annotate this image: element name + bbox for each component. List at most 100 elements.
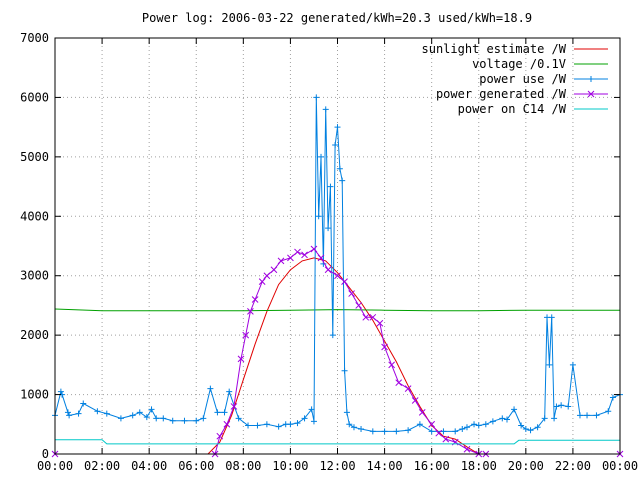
series-0 <box>55 257 620 455</box>
data-point <box>287 254 294 262</box>
x-tick-label: 00:00 <box>602 459 638 473</box>
data-point <box>511 406 518 413</box>
data-point <box>404 385 412 392</box>
data-point <box>263 421 270 428</box>
x-tick-label: 12:00 <box>319 459 355 473</box>
data-point <box>541 415 548 422</box>
data-point <box>405 427 412 434</box>
data-point <box>160 415 167 422</box>
x-tick-label: 22:00 <box>555 459 591 473</box>
data-point <box>221 409 228 416</box>
data-point <box>237 355 245 363</box>
data-point <box>287 421 294 428</box>
data-point <box>181 417 188 424</box>
data-point <box>381 428 388 435</box>
data-point <box>317 254 325 262</box>
data-point <box>584 412 591 419</box>
x-tick-label: 18:00 <box>461 459 497 473</box>
data-point <box>308 406 315 413</box>
data-point <box>327 183 334 190</box>
legend-label: sunlight estimate /W <box>422 42 567 56</box>
data-point <box>428 420 436 428</box>
data-point <box>329 332 336 339</box>
data-point <box>193 417 200 424</box>
data-point <box>223 420 231 428</box>
data-point <box>369 428 376 435</box>
data-point <box>57 388 64 395</box>
data-point <box>322 106 329 113</box>
data-point <box>310 418 317 425</box>
data-point <box>169 417 176 424</box>
data-point <box>80 400 87 407</box>
x-tick-label: 14:00 <box>367 459 403 473</box>
data-point <box>440 428 447 435</box>
data-point <box>275 423 282 430</box>
data-point <box>294 420 301 427</box>
x-tick-label: 02:00 <box>84 459 120 473</box>
data-point <box>226 388 233 395</box>
data-point <box>310 245 318 253</box>
data-point <box>251 296 259 303</box>
data-point <box>216 432 224 440</box>
data-point <box>551 415 558 422</box>
data-point <box>294 248 301 256</box>
x-tick-label: 04:00 <box>131 459 167 473</box>
data-point <box>148 406 155 413</box>
data-point <box>393 428 400 435</box>
data-point <box>143 414 150 421</box>
legend-marker <box>588 76 594 82</box>
data-point <box>475 422 482 429</box>
data-point <box>332 141 339 148</box>
data-point <box>66 412 73 419</box>
data-point <box>325 225 332 232</box>
y-tick-label: 4000 <box>20 209 49 223</box>
data-point <box>350 424 357 431</box>
y-axis: 0 1000 2000 3000 4000 5000 6000 7000 <box>20 31 620 461</box>
data-point <box>355 302 363 309</box>
data-point <box>313 94 320 101</box>
data-point <box>609 394 616 401</box>
data-point <box>334 124 341 131</box>
data-point <box>235 415 242 422</box>
data-point <box>576 412 583 419</box>
y-tick-label: 0 <box>42 447 49 461</box>
data-point <box>75 410 82 417</box>
data-point <box>346 421 353 428</box>
data-point <box>504 416 510 423</box>
data-point <box>64 409 71 416</box>
legend-label: power on C14 /W <box>458 102 567 116</box>
data-point <box>442 435 450 443</box>
data-point <box>553 403 560 410</box>
data-point <box>482 421 489 428</box>
data-point <box>428 428 435 435</box>
data-point <box>324 266 332 274</box>
series-line <box>54 97 621 432</box>
data-point <box>463 445 471 453</box>
legend-label: power use /W <box>479 72 566 86</box>
y-tick-label: 3000 <box>20 269 49 283</box>
data-point <box>395 379 403 387</box>
data-point <box>362 313 370 321</box>
data-point <box>388 361 395 369</box>
data-point <box>348 290 355 297</box>
legend-label: voltage /0.1V <box>472 57 566 71</box>
data-point <box>245 422 252 429</box>
data-point <box>534 424 541 431</box>
data-point <box>605 408 612 415</box>
data-point <box>452 428 459 435</box>
data-point <box>230 403 238 410</box>
data-point <box>369 313 377 321</box>
series-line <box>54 308 620 312</box>
data-point <box>341 367 348 374</box>
data-point <box>263 272 271 280</box>
y-tick-label: 7000 <box>20 31 49 45</box>
y-tick-label: 1000 <box>20 388 49 402</box>
chart-title: Power log: 2006-03-22 generated/kWh=20.3… <box>142 11 532 25</box>
data-point <box>518 422 525 429</box>
data-point <box>301 415 308 422</box>
data-point <box>435 429 443 437</box>
y-tick-label: 6000 <box>20 90 49 104</box>
data-point <box>242 331 250 339</box>
y-tick-label: 5000 <box>20 150 49 164</box>
